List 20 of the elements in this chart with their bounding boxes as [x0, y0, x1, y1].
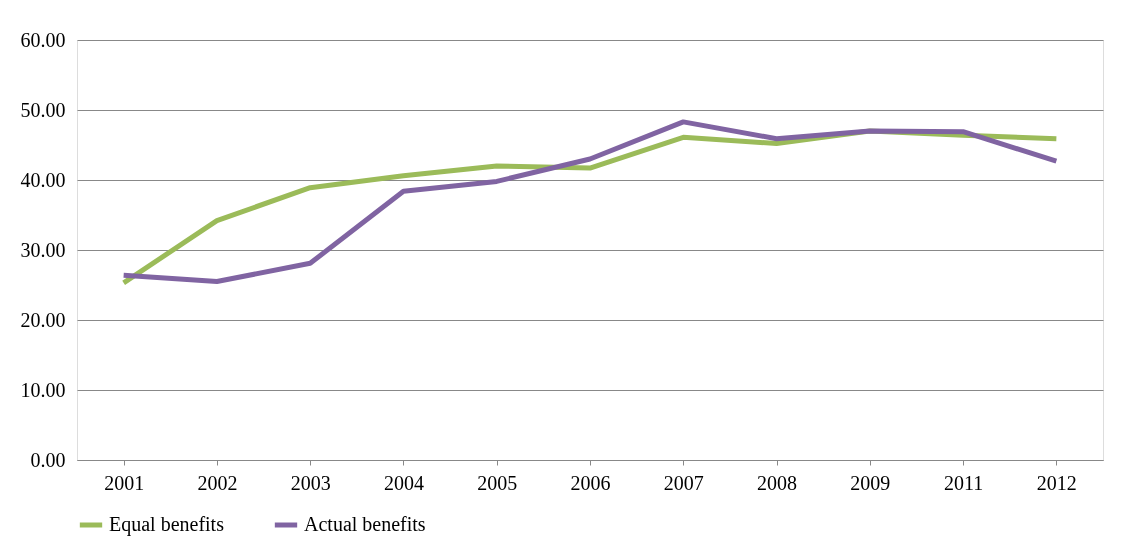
x-tick-label: 2001 — [104, 471, 145, 494]
x-tick-label: 2012 — [1036, 471, 1077, 494]
y-tick-label: 60.00 — [20, 28, 66, 51]
x-tick-label: 2009 — [850, 471, 891, 494]
x-tick-label: 2003 — [290, 471, 331, 494]
x-tick-label: 2011 — [943, 471, 984, 494]
y-tick-label: 30.00 — [20, 238, 66, 261]
y-tick-label: 40.00 — [20, 168, 66, 191]
x-tick-label: 2005 — [477, 471, 518, 494]
x-tick-label: 2006 — [570, 471, 611, 494]
y-tick-label: 10.00 — [20, 378, 66, 401]
legend-label: Actual benefits — [304, 513, 426, 535]
y-tick-label: 20.00 — [20, 308, 66, 331]
x-tick-label: 2004 — [383, 471, 424, 494]
y-tick-label: 50.00 — [20, 98, 66, 121]
legend-label: Equal benefits — [109, 513, 225, 536]
x-tick-label: 2007 — [663, 471, 704, 494]
y-tick-label: 0.00 — [30, 448, 66, 471]
x-tick-label: 2002 — [197, 471, 238, 494]
x-tick-label: 2008 — [757, 471, 798, 494]
